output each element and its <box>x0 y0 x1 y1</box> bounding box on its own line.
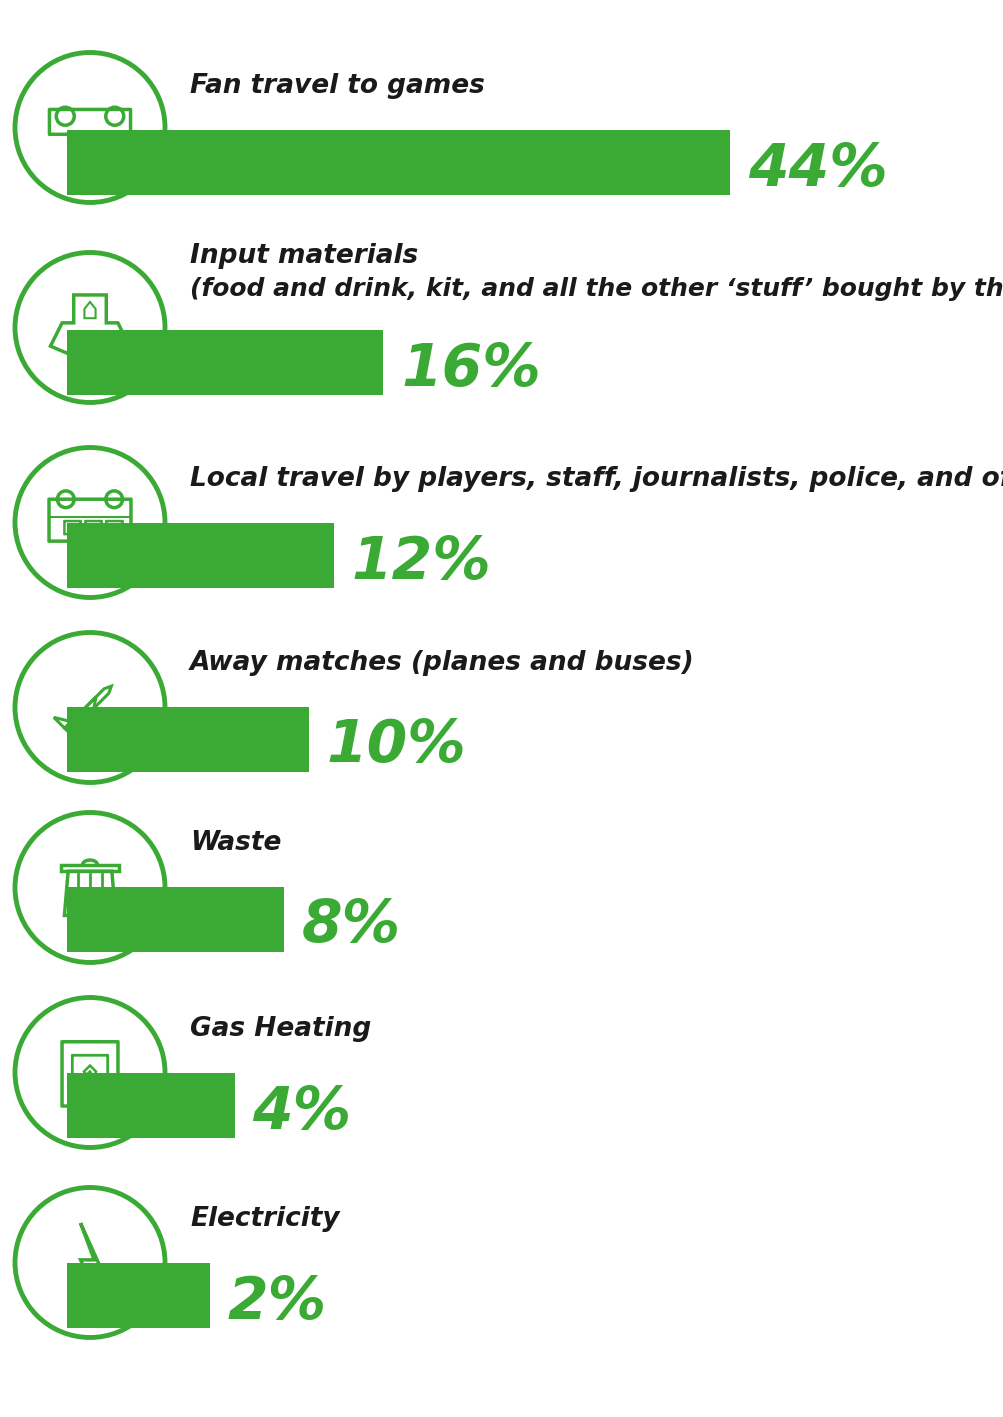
Text: Electricity: Electricity <box>190 1206 339 1233</box>
Text: Away matches (planes and buses): Away matches (planes and buses) <box>190 650 694 676</box>
Text: Fan travel to games: Fan travel to games <box>190 74 484 99</box>
Text: 4%: 4% <box>253 1084 351 1141</box>
Bar <box>67 1073 235 1138</box>
Text: Local travel by players, staff, journalists, police, and officials: Local travel by players, staff, journali… <box>190 466 1003 493</box>
Bar <box>67 130 729 196</box>
Bar <box>67 330 383 395</box>
Text: 12%: 12% <box>351 534 490 591</box>
Bar <box>67 887 284 951</box>
Polygon shape <box>87 143 103 154</box>
Bar <box>67 1264 210 1328</box>
Text: Waste: Waste <box>190 830 281 856</box>
Text: 44%: 44% <box>747 140 887 197</box>
Text: 2%: 2% <box>228 1274 327 1331</box>
Text: Input materials: Input materials <box>190 242 418 269</box>
Text: 10%: 10% <box>327 717 466 774</box>
Text: 8%: 8% <box>302 897 401 954</box>
Bar <box>67 523 333 588</box>
Text: 16%: 16% <box>401 340 541 398</box>
Text: (food and drink, kit, and all the other ‘stuff’ bought by the club): (food and drink, kit, and all the other … <box>190 278 1003 302</box>
Bar <box>67 707 309 771</box>
Text: Gas Heating: Gas Heating <box>190 1016 371 1043</box>
